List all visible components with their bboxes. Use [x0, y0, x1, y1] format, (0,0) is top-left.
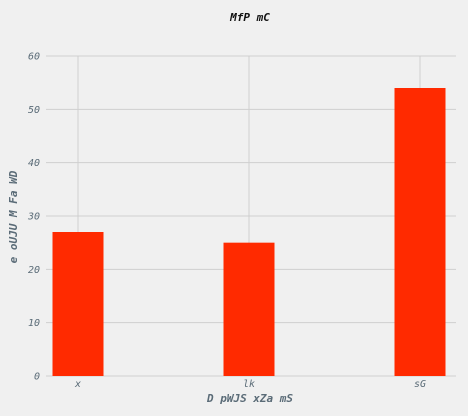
x-axis-label: D pWJS xZa mS: [206, 392, 293, 405]
y-tick-label-1: 10: [28, 318, 40, 329]
bar-sG: [394, 88, 446, 376]
y-axis-label: e oUJU M Fa WD: [7, 170, 20, 263]
y-tick-label-4: 40: [28, 158, 40, 169]
x-tick-label-2: sG: [414, 379, 426, 390]
x-tick-label-1: lk: [243, 379, 255, 390]
x-tick-label-0: x: [74, 379, 81, 390]
y-tick-label-5: 50: [28, 105, 40, 116]
y-axis-ticks: 0 10 20 30 40 50 60: [27, 52, 40, 383]
y-tick-label-0: 0: [34, 372, 40, 383]
bar-lk: [223, 242, 275, 376]
x-axis-ticks: x lk sG: [74, 379, 426, 390]
chart-title: MfP mC: [229, 11, 270, 24]
y-tick-label-2: 20: [28, 265, 40, 276]
y-tick-label-6: 60: [28, 52, 40, 63]
bar-x: [52, 232, 104, 376]
bars: [52, 88, 446, 376]
y-tick-label-3: 30: [27, 212, 40, 223]
